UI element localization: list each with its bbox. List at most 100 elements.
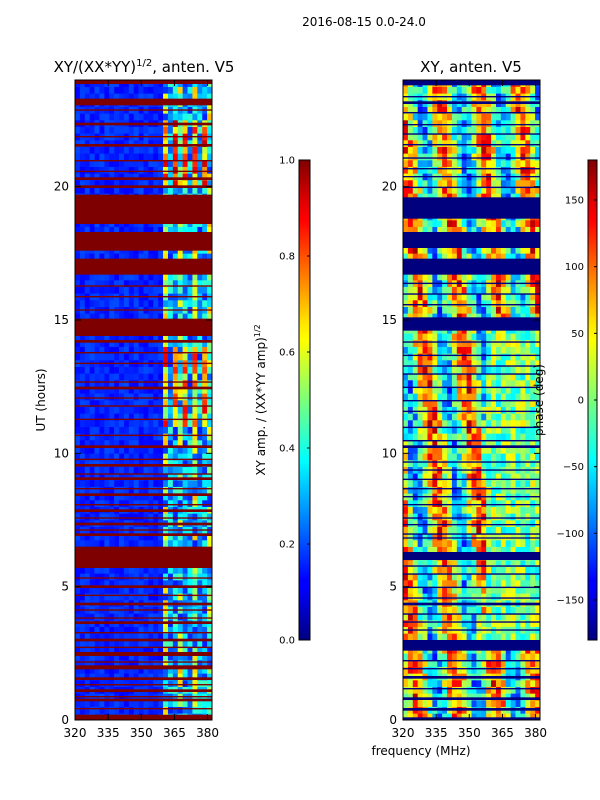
heatmap-cell — [197, 673, 203, 681]
heatmap-cell — [422, 273, 428, 281]
heatmap-cell — [447, 373, 453, 381]
heatmap-cell — [94, 380, 100, 387]
heatmap-cell — [202, 93, 208, 101]
heatmap-cell — [510, 693, 516, 701]
heatmap-cell — [119, 513, 125, 521]
heatmap-cell — [172, 446, 179, 454]
heatmap-cell — [163, 113, 169, 121]
heatmap-cell — [153, 113, 159, 121]
heatmap-cell — [412, 420, 418, 427]
heatmap-cell — [491, 340, 497, 347]
heatmap-cell — [525, 333, 531, 341]
heatmap-cell — [510, 273, 516, 281]
heatmap-cell — [476, 633, 482, 641]
heatmap-cell — [89, 173, 95, 181]
heatmap-cell — [89, 700, 95, 707]
heatmap-cell — [133, 460, 139, 467]
heatmap-cell — [422, 386, 428, 394]
heatmap-cell — [143, 660, 149, 667]
heatmap-cell — [148, 453, 154, 461]
heatmap-cell — [471, 353, 477, 361]
heatmap-cell — [535, 273, 541, 281]
heatmap-cell — [99, 373, 105, 381]
heatmap-cell — [128, 333, 135, 341]
heatmap-cell — [500, 653, 507, 661]
heatmap-cell — [172, 666, 179, 674]
heatmap-cell — [510, 606, 516, 614]
heatmap-cell — [403, 333, 409, 341]
heatmap-cell — [471, 586, 477, 594]
heatmap-cell — [192, 573, 198, 581]
heatmap-cell — [158, 393, 164, 401]
heatmap-cell — [403, 286, 409, 294]
heatmap-cell — [187, 413, 193, 421]
heatmap-cell — [109, 273, 115, 281]
heatmap-cell — [407, 613, 414, 621]
heatmap-cell — [481, 246, 487, 254]
heatmap-cell — [79, 346, 86, 354]
heatmap-cell — [109, 646, 115, 654]
heatmap-cell — [192, 93, 198, 101]
heatmap-cell — [119, 380, 125, 387]
heatmap-cell — [476, 420, 482, 427]
heatmap-cell — [476, 353, 482, 361]
heatmap-cell — [89, 586, 95, 594]
heatmap-cell — [505, 633, 511, 641]
heatmap-cell — [192, 380, 198, 387]
heatmap-cell — [167, 513, 174, 521]
heatmap-cell — [163, 286, 169, 294]
flagged-band — [75, 689, 212, 692]
heatmap-cell — [148, 566, 154, 574]
heatmap-cell — [442, 480, 448, 487]
heatmap-cell — [476, 273, 482, 281]
heatmap-cell — [466, 353, 472, 361]
flagged-line — [75, 646, 212, 649]
heatmap-cell — [109, 700, 115, 707]
heatmap-cell — [172, 586, 179, 594]
heatmap-cell — [143, 126, 149, 134]
heatmap-cell — [461, 273, 467, 281]
heatmap-cell — [167, 333, 174, 341]
heatmap-cell — [192, 393, 198, 401]
heatmap-cell — [530, 480, 536, 487]
heatmap-cell — [172, 480, 179, 487]
heatmap-cell — [471, 293, 477, 301]
heatmap-cell — [182, 586, 188, 594]
heatmap-cell — [163, 413, 169, 421]
heatmap-cell — [491, 440, 497, 447]
heatmap-cell — [437, 433, 443, 441]
heatmap-cell — [437, 353, 443, 361]
heatmap-cell — [89, 466, 95, 474]
heatmap-cell — [417, 700, 423, 707]
heatmap-cell — [466, 660, 472, 667]
heatmap-cell — [79, 153, 86, 161]
heatmap-cell — [535, 246, 541, 254]
heatmap-cell — [437, 253, 443, 261]
heatmap-cell — [427, 680, 433, 687]
heatmap-cell — [192, 273, 198, 281]
heatmap-cell — [133, 593, 139, 601]
heatmap-cell — [486, 420, 492, 427]
heatmap-cell — [510, 353, 516, 361]
heatmap-cell — [500, 580, 507, 587]
heatmap-cell — [500, 313, 507, 321]
heatmap-cell — [187, 86, 193, 94]
heatmap-cell — [104, 466, 110, 474]
heatmap-cell — [197, 286, 203, 294]
heatmap-cell — [187, 420, 193, 427]
heatmap-cell — [163, 386, 169, 394]
heatmap-cell — [466, 573, 472, 581]
heatmap-cell — [84, 166, 90, 174]
heatmap-cell — [133, 413, 139, 421]
heatmap-cell — [403, 253, 409, 261]
flagged-line — [75, 352, 212, 354]
heatmap-cell — [158, 480, 164, 487]
heatmap-cell — [437, 580, 443, 587]
heatmap-cell — [403, 220, 409, 227]
heatmap-cell — [119, 673, 125, 681]
heatmap-cell — [427, 573, 433, 581]
heatmap-cell — [123, 540, 130, 547]
heatmap-cell — [143, 626, 149, 634]
heatmap-cell — [505, 406, 511, 414]
heatmap-cell — [495, 540, 502, 547]
